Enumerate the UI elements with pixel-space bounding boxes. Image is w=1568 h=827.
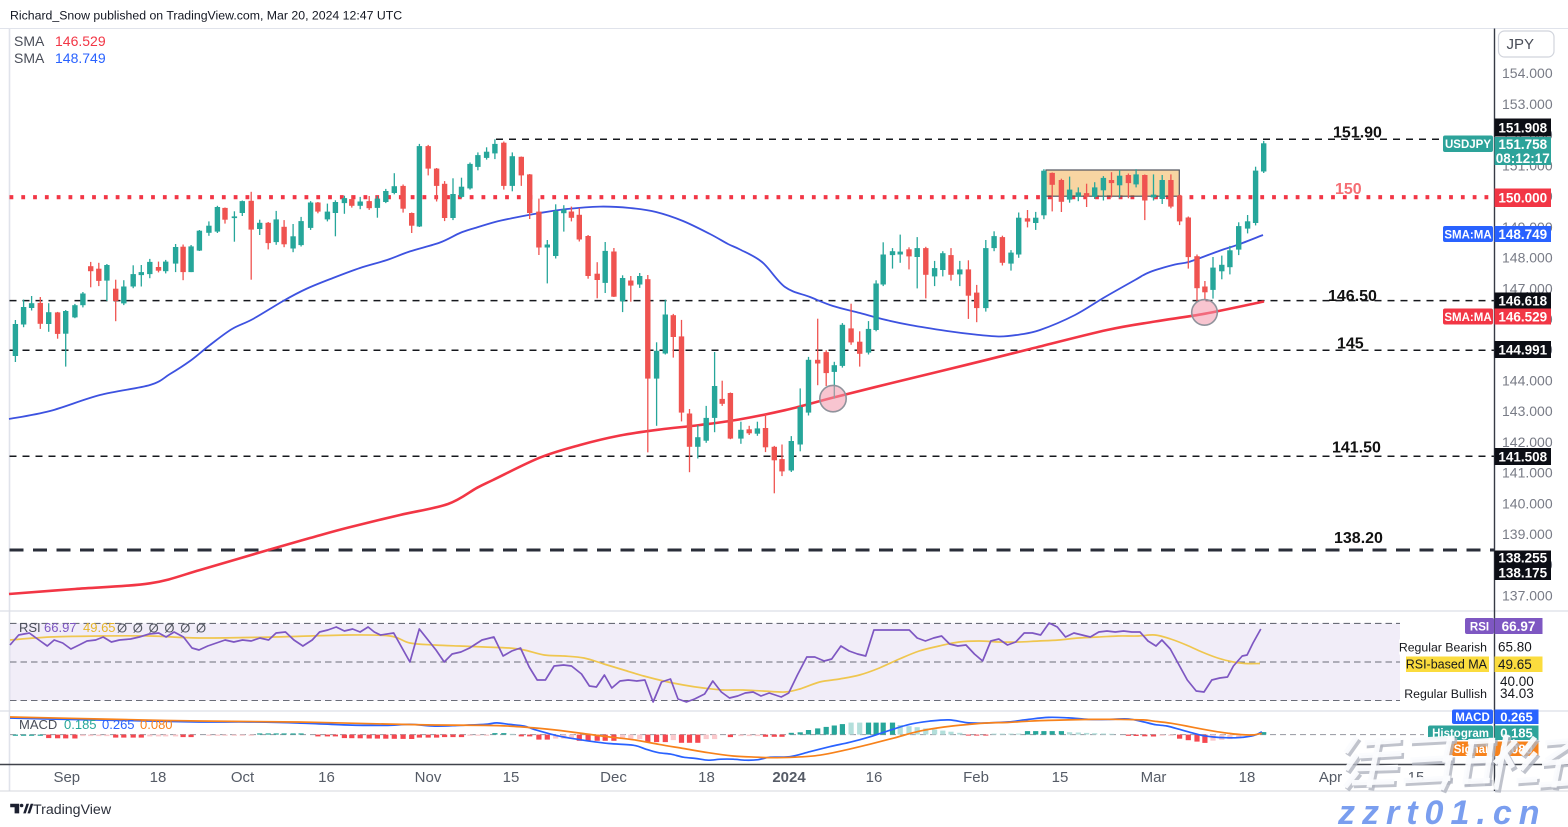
svg-text:34.03: 34.03	[1500, 686, 1534, 701]
svg-text:145: 145	[1337, 336, 1364, 353]
svg-text:146.618: 146.618	[1498, 294, 1547, 309]
svg-text:SMA:MA: SMA:MA	[1444, 312, 1491, 324]
svg-text:141.508: 141.508	[1498, 449, 1547, 464]
svg-text:zzrt01.cn: zzrt01.cn	[1337, 794, 1547, 827]
svg-text:Richard_Snow published on Trad: Richard_Snow published on TradingView.co…	[10, 9, 402, 23]
svg-text:Apr: Apr	[1319, 769, 1342, 786]
svg-text:151.90: 151.90	[1333, 125, 1382, 142]
svg-text:148.749: 148.749	[1498, 227, 1547, 242]
svg-text:49.65: 49.65	[1498, 657, 1532, 672]
svg-text:148.749: 148.749	[55, 50, 106, 66]
svg-text:146.50: 146.50	[1328, 288, 1377, 305]
svg-text:0.265: 0.265	[1500, 710, 1533, 725]
svg-text:Ø: Ø	[196, 621, 206, 636]
svg-text:18: 18	[150, 769, 167, 786]
svg-text:147.000: 147.000	[1502, 280, 1553, 296]
svg-text:JPY: JPY	[1507, 36, 1535, 53]
svg-text:138.255: 138.255	[1498, 551, 1547, 566]
svg-text:144.000: 144.000	[1502, 372, 1553, 388]
svg-text:MACD: MACD	[19, 717, 57, 732]
svg-text:141.000: 141.000	[1502, 465, 1553, 481]
svg-text:140.000: 140.000	[1502, 495, 1553, 511]
svg-text:138.20: 138.20	[1334, 530, 1383, 547]
svg-text:0.265: 0.265	[102, 717, 135, 732]
svg-text:Ø: Ø	[149, 621, 159, 636]
svg-text:Dec: Dec	[600, 769, 627, 786]
svg-text:SMA: SMA	[14, 50, 45, 66]
svg-text:Ø: Ø	[180, 621, 190, 636]
svg-text:SMA: SMA	[14, 33, 45, 49]
svg-text:Ø: Ø	[164, 621, 174, 636]
svg-text:Ø: Ø	[117, 621, 127, 636]
svg-text:Ø: Ø	[133, 621, 143, 636]
svg-text:151.758: 151.758	[1498, 137, 1547, 152]
svg-text:RSI-based MA: RSI-based MA	[1406, 658, 1488, 672]
svg-text:0.185: 0.185	[64, 717, 97, 732]
svg-text:66.97: 66.97	[1502, 619, 1536, 634]
svg-text:139.000: 139.000	[1502, 526, 1553, 542]
svg-text:150.000: 150.000	[1498, 191, 1547, 206]
svg-text:Regular Bearish: Regular Bearish	[1399, 641, 1487, 655]
svg-text:142.000: 142.000	[1502, 434, 1553, 450]
svg-text:153.000: 153.000	[1502, 96, 1553, 112]
svg-text:15: 15	[1052, 769, 1069, 786]
svg-text:15: 15	[503, 769, 520, 786]
svg-text:Sep: Sep	[53, 769, 80, 786]
svg-text:144.991: 144.991	[1498, 342, 1547, 357]
svg-text:Oct: Oct	[231, 769, 255, 786]
svg-text:18: 18	[1239, 769, 1256, 786]
svg-text:137.000: 137.000	[1502, 588, 1553, 604]
svg-text:Nov: Nov	[415, 769, 442, 786]
svg-text:Mar: Mar	[1141, 769, 1167, 786]
svg-text:143.000: 143.000	[1502, 403, 1553, 419]
svg-text:148.000: 148.000	[1502, 250, 1553, 266]
svg-text:141.50: 141.50	[1332, 440, 1381, 457]
svg-text:138.175: 138.175	[1498, 565, 1547, 580]
svg-text:150: 150	[1335, 181, 1362, 198]
svg-text:146.529: 146.529	[55, 33, 106, 49]
svg-text:Feb: Feb	[963, 769, 989, 786]
svg-text:08:12:17: 08:12:17	[1496, 151, 1550, 166]
svg-text:154.000: 154.000	[1502, 65, 1553, 81]
svg-text:49.65: 49.65	[83, 620, 116, 635]
svg-text:MACD: MACD	[1455, 712, 1490, 724]
svg-text:RSI: RSI	[1470, 622, 1489, 634]
svg-text:SMA:MA: SMA:MA	[1444, 230, 1491, 242]
svg-text:65.80: 65.80	[1498, 640, 1532, 655]
svg-text:Regular Bullish: Regular Bullish	[1404, 687, 1487, 701]
svg-text:16: 16	[866, 769, 883, 786]
svg-text:RSI: RSI	[19, 620, 41, 635]
svg-text:146.529: 146.529	[1498, 309, 1547, 324]
svg-text:151.908: 151.908	[1498, 120, 1547, 135]
svg-text:USDJPY: USDJPY	[1445, 139, 1491, 151]
svg-text:16: 16	[318, 769, 335, 786]
svg-text:18: 18	[698, 769, 715, 786]
svg-text:0.080: 0.080	[140, 717, 173, 732]
svg-text:2024: 2024	[772, 769, 806, 786]
svg-text:66.97: 66.97	[44, 620, 77, 635]
svg-text:TradingView: TradingView	[33, 802, 112, 818]
svg-text:40.00: 40.00	[1500, 674, 1534, 689]
